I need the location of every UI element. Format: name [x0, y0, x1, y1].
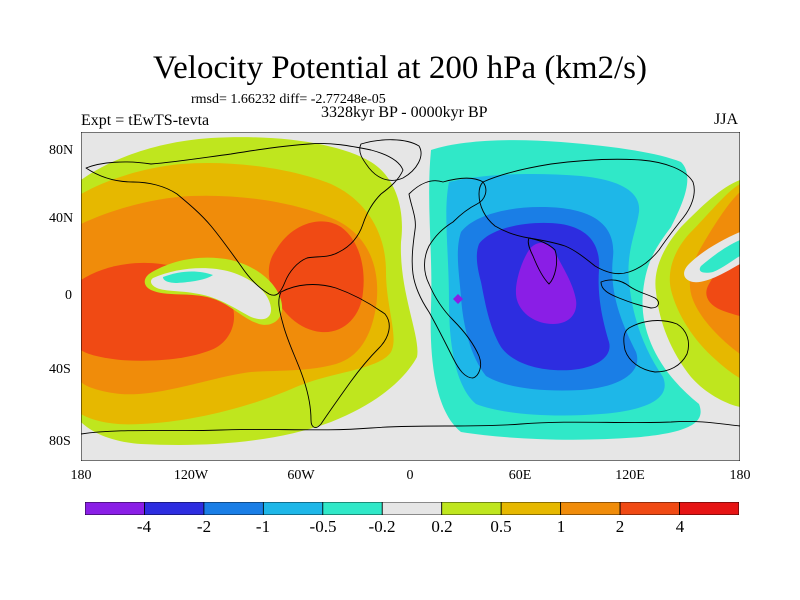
lon-label-60e: 60E [508, 468, 532, 483]
lon-label-180e: 180 [729, 468, 751, 483]
lat-label-80s: 80S [49, 434, 71, 449]
colorbar-label--0.2: -0.2 [368, 517, 396, 536]
colorbar-cell [500, 502, 562, 515]
lon-label-60w: 60W [287, 468, 315, 483]
colorbar-cell [203, 502, 264, 515]
colorbar-label--4: -4 [136, 517, 152, 536]
colorbar-label-1: 1 [556, 517, 566, 536]
colorbar-label--1: -1 [255, 517, 271, 536]
colorbar-label-0.2: 0.2 [431, 517, 453, 536]
colorbar-label-0.5: 0.5 [490, 517, 512, 536]
lat-label-40n: 40N [49, 211, 74, 226]
coastline-south-america [278, 284, 390, 428]
coastline-greenland [359, 139, 422, 181]
colorbar-cell [441, 502, 502, 515]
colorbar-label-4: 4 [675, 517, 685, 536]
colorbar-cell [619, 502, 680, 515]
coastlines [81, 139, 740, 435]
colorbar-label--2: -2 [196, 517, 212, 536]
coastline-australia [623, 320, 689, 373]
contour-negative-4 [515, 242, 577, 324]
lat-label-40s: 40S [49, 362, 71, 377]
velocity-potential-map [81, 132, 740, 461]
lat-label-0: 0 [65, 288, 72, 303]
lon-label-180w: 180 [70, 468, 92, 483]
colorbar-cell [322, 502, 383, 515]
stats-line: rmsd= 1.66232 diff= -2.77248e-05 [191, 92, 386, 107]
lon-label-120w: 120W [173, 468, 209, 483]
plot-title: Velocity Potential at 200 hPa (km2/s) [152, 50, 648, 86]
colorbar [85, 502, 739, 515]
lon-label-0: 0 [406, 468, 414, 483]
time-span-label: 3328kyr BP - 0000kyr BP [321, 104, 488, 121]
colorbar-cell [679, 502, 739, 515]
lon-label-120e: 120E [615, 468, 645, 483]
colorbar-cell [560, 502, 621, 515]
colorbar-cell [381, 502, 443, 515]
colorbar-label--0.5: -0.5 [309, 517, 337, 536]
coastline-north-america [85, 143, 404, 296]
colorbar-cell [85, 502, 145, 515]
lat-label-80n: 80N [49, 143, 74, 158]
experiment-label: Expt = tEwTS-tevta [81, 112, 210, 129]
contour-negative-west-pacific-0.2 [684, 232, 740, 283]
colorbar-cell [144, 502, 205, 515]
coastline-asia [478, 158, 695, 275]
contour-negative-0.5-eastern-pacific [163, 271, 213, 283]
colorbar-cell [262, 502, 324, 515]
coastline-europe-africa [408, 177, 487, 379]
colorbar-label-2: 2 [615, 517, 625, 536]
contour-negative-west-pacific-0.5 [699, 240, 740, 273]
contour-negative-4-small [453, 294, 463, 304]
coastline-maritime-continent [600, 279, 659, 309]
season-label: JJA [714, 111, 739, 128]
contour-positive-2-atlantic [268, 221, 364, 333]
coastline-antarctica [81, 421, 740, 435]
coastline-india [527, 237, 558, 285]
